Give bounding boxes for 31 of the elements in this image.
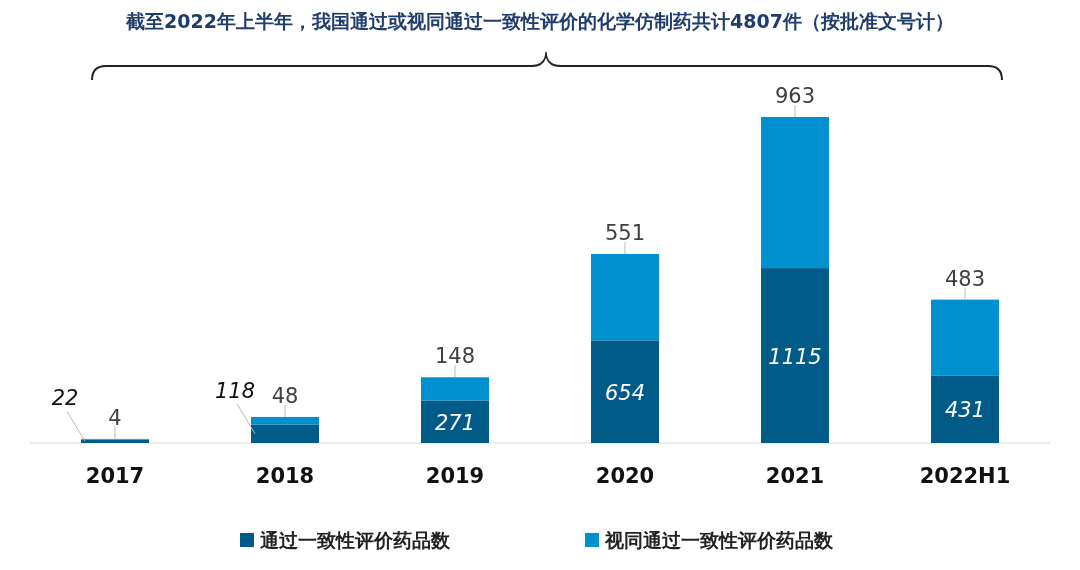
bar — [931, 299, 999, 376]
data-label: 963 — [774, 84, 816, 108]
bar — [591, 340, 659, 443]
data-label: 22 — [51, 386, 79, 411]
data-label: 551 — [604, 220, 646, 245]
data-label: 1115 — [768, 344, 822, 369]
bar — [591, 253, 659, 341]
bar — [761, 117, 829, 269]
chart-title: 截至2022年上半年，我国通过或视同通过一致性评价的化学仿制药共计4807件（按批准文号计） — [125, 10, 954, 32]
bar — [931, 375, 999, 443]
legend-label: 视同通过一致性评价药品数 — [604, 529, 834, 551]
data-label: 271 — [434, 410, 476, 435]
bar — [251, 424, 319, 443]
data-label: 654 — [604, 380, 646, 405]
data-label: 4 — [108, 405, 122, 430]
data-label: 148 — [434, 344, 476, 369]
x-tick-label: 2020 — [595, 464, 655, 488]
bar — [761, 268, 829, 443]
legend-label: 通过一致性评价药品数 — [259, 529, 451, 551]
bar — [421, 400, 489, 443]
x-tick-label: 2018 — [255, 464, 315, 488]
data-label: 483 — [944, 266, 986, 291]
x-tick-label: 2021 — [765, 464, 825, 488]
data-label: 118 — [214, 378, 256, 403]
data-label: 431 — [944, 398, 986, 423]
x-tick-label: 2022H1 — [919, 464, 1011, 488]
x-tick-label: 2019 — [425, 464, 485, 488]
bar — [421, 377, 489, 401]
x-tick-label: 2017 — [85, 464, 145, 488]
bar — [251, 416, 319, 425]
data-label: 48 — [271, 383, 299, 408]
